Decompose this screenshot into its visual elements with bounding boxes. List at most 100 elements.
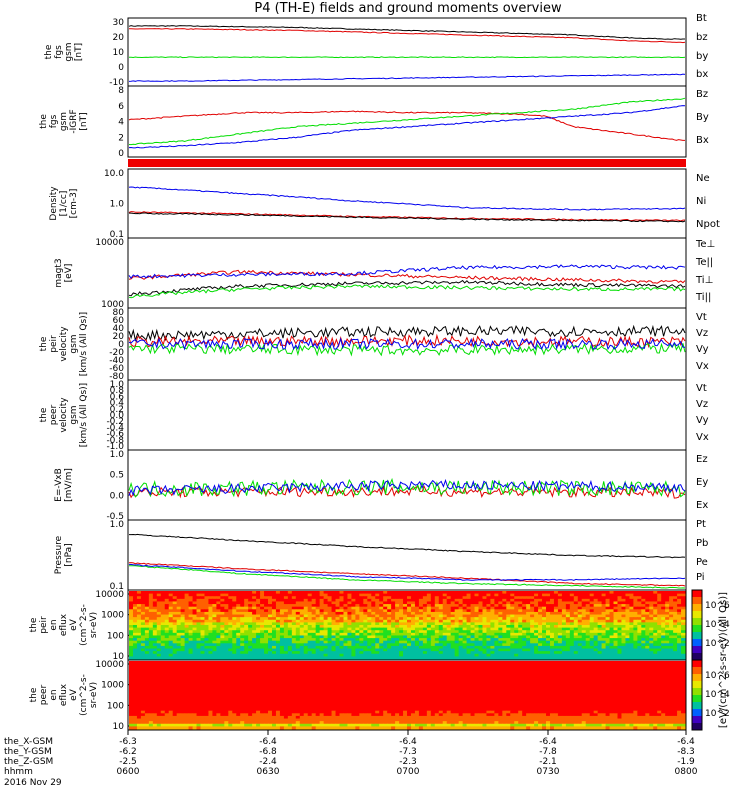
- heatmap-cell: [220, 591, 225, 595]
- heatmap-cell: [565, 625, 571, 629]
- heatmap-cell: [160, 648, 166, 652]
- heatmap-cell: [414, 668, 420, 672]
- heatmap-cell: [148, 625, 154, 629]
- heatmap-cell: [657, 617, 662, 621]
- heatmap-cell: [264, 606, 269, 610]
- heatmap-cell: [478, 638, 483, 642]
- heatmap-cell: [204, 638, 209, 642]
- heatmap-cell: [335, 640, 340, 644]
- heatmap-cell: [403, 661, 408, 665]
- heatmap-cell: [422, 676, 428, 680]
- heatmap-cell: [172, 601, 178, 605]
- heatmap-cell: [577, 619, 583, 623]
- heatmap-cell: [617, 630, 622, 634]
- heatmap-cell: [665, 622, 670, 626]
- panel-3-ytick: 10.0: [104, 169, 124, 179]
- heatmap-cell: [502, 604, 507, 608]
- heatmap-cell: [494, 643, 499, 647]
- heatmap-cell: [216, 598, 221, 602]
- heatmap-cell: [573, 648, 579, 652]
- heatmap-cell: [418, 666, 424, 670]
- series-Npot-line: [128, 186, 686, 211]
- heatmap-cell: [514, 593, 519, 597]
- heatmap-cell: [136, 604, 142, 608]
- heatmap-cell: [303, 617, 309, 621]
- heatmap-cell: [196, 676, 201, 680]
- heatmap-cell: [629, 627, 634, 631]
- heatmap-cell: [653, 619, 658, 623]
- heatmap-cell: [403, 648, 408, 652]
- heatmap-cell: [637, 606, 642, 610]
- heatmap-cell: [522, 632, 527, 636]
- heatmap-cell: [478, 627, 483, 631]
- heatmap-cell: [283, 609, 289, 613]
- heatmap-cell: [669, 604, 674, 608]
- heatmap-cell: [645, 666, 650, 670]
- heatmap-cell: [653, 651, 658, 655]
- heatmap-cell: [565, 668, 571, 672]
- heatmap-cell: [212, 635, 217, 639]
- heatmap-cell: [351, 663, 356, 667]
- heatmap-cell: [585, 591, 591, 595]
- heatmap-cell: [593, 640, 599, 644]
- panel-6-ylabel-5: [km/s (All Qs)]: [79, 383, 89, 447]
- heatmap-cell: [605, 622, 611, 626]
- heatmap-cell: [268, 666, 273, 670]
- heatmap-cell: [585, 645, 591, 650]
- heatmap-cell: [649, 622, 654, 626]
- heatmap-cell: [200, 606, 205, 610]
- heatmap-cell: [172, 635, 178, 639]
- heatmap-cell: [295, 611, 301, 616]
- heatmap-cell: [307, 601, 313, 605]
- heatmap-cell: [260, 668, 265, 672]
- heatmap-cell: [252, 596, 257, 600]
- heatmap-cell: [450, 679, 456, 683]
- heatmap-cell: [160, 663, 166, 667]
- heatmap-cell: [546, 638, 551, 642]
- heatmap-cell: [136, 635, 142, 639]
- heatmap-cell: [275, 614, 281, 618]
- heatmap-cell: [450, 617, 456, 621]
- heatmap-cell: [343, 625, 348, 629]
- heatmap-cell: [327, 591, 333, 595]
- heatmap-cell: [410, 614, 416, 618]
- heatmap-cell: [387, 614, 392, 618]
- heatmap-cell: [140, 614, 146, 618]
- heatmap-cell: [224, 643, 229, 647]
- heatmap-cell: [549, 648, 555, 652]
- heatmap-cell: [538, 598, 543, 602]
- heatmap-cell: [144, 630, 150, 634]
- heatmap-cell: [450, 638, 456, 642]
- heatmap-cell: [538, 676, 543, 680]
- heatmap-cell: [661, 651, 666, 655]
- heatmap-cell: [224, 619, 229, 623]
- heatmap-cell: [367, 674, 372, 678]
- heatmap-cell: [522, 604, 527, 608]
- heatmap-cell: [538, 674, 543, 678]
- heatmap-cell: [339, 671, 344, 675]
- heatmap-cell: [200, 643, 205, 647]
- heatmap-cell: [478, 671, 483, 675]
- heatmap-cell: [252, 609, 257, 613]
- heatmap-cell: [518, 668, 523, 672]
- heatmap-cell: [430, 643, 436, 647]
- heatmap-cell: [140, 668, 146, 672]
- heatmap-cell: [546, 635, 551, 639]
- heatmap-cell: [669, 606, 674, 610]
- heatmap-cell: [379, 679, 384, 683]
- heatmap-cell: [172, 611, 178, 616]
- heatmap-cell: [319, 645, 325, 650]
- heatmap-cell: [573, 611, 579, 616]
- heatmap-cell: [561, 604, 567, 608]
- heatmap-cell: [383, 619, 388, 623]
- heatmap-cell: [144, 651, 150, 655]
- heatmap-cell: [383, 651, 388, 655]
- heatmap-cell: [553, 606, 559, 610]
- heatmap-cell: [164, 601, 170, 605]
- heatmap-cell: [665, 606, 670, 610]
- heatmap-cell: [585, 663, 591, 667]
- heatmap-cell: [228, 661, 233, 665]
- heatmap-cell: [450, 648, 456, 652]
- heatmap-cell: [327, 627, 333, 631]
- heatmap-cell: [220, 601, 225, 605]
